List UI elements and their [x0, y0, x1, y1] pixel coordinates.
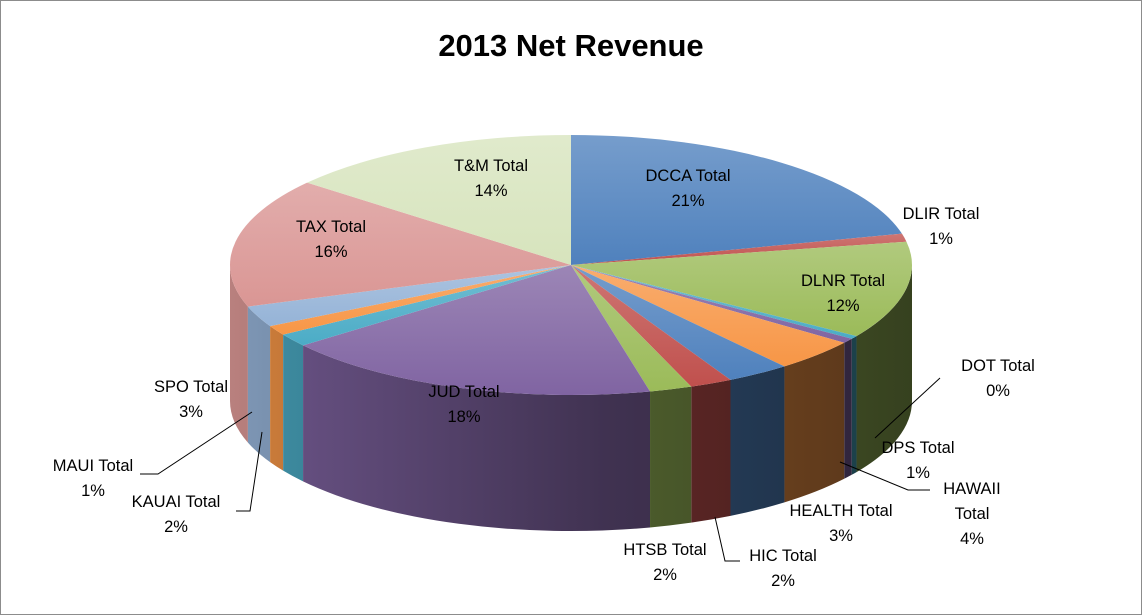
- slice-side-htsb: [650, 386, 692, 528]
- pie-tops: [230, 135, 912, 396]
- slice-label-dot: DOT Total 0%: [961, 357, 1035, 400]
- slice-side-jud: [303, 345, 651, 531]
- slice-htsb: [571, 265, 692, 392]
- slice-jud: [303, 265, 651, 396]
- slice-label-dlir: DLIR Total 1%: [903, 205, 980, 248]
- slice-label-hic: HIC Total 2%: [749, 547, 817, 590]
- slice-label-hawaii: HAWAII Total 4%: [943, 480, 1000, 548]
- slice-label-kauai: KAUAI Total 2%: [132, 493, 221, 536]
- slice-side-hawaii: [784, 342, 845, 503]
- slice-kauai: [283, 265, 571, 346]
- slice-label-dcca: DCCA Total 21%: [646, 167, 731, 210]
- slice-tm: [307, 135, 571, 265]
- slice-side-spo: [247, 306, 271, 463]
- slice-label-tax: TAX Total 16%: [296, 218, 366, 261]
- slice-labels: DCCA Total 21% DLIR Total 1% DLNR Total 12% DO…: [53, 157, 1035, 590]
- slice-label-htsb: HTSB Total 2%: [623, 541, 706, 584]
- slice-dps: [571, 265, 852, 343]
- slice-maui: [270, 265, 571, 335]
- slice-side-hic: [691, 379, 731, 523]
- slice-side-health: [730, 366, 785, 516]
- slice-side-dot: [851, 336, 857, 475]
- leader-line-maui: [140, 411, 253, 475]
- leader-line-dot: [874, 377, 941, 439]
- slice-dot: [571, 265, 857, 339]
- slice-hic: [571, 265, 731, 387]
- slice-label-maui: MAUI Total 1%: [53, 457, 133, 500]
- slice-side-kauai: [283, 334, 304, 482]
- slice-label-spo: SPO Total 3%: [154, 378, 228, 421]
- slice-side-dlnr: [856, 265, 912, 473]
- slice-side-tax: [230, 265, 248, 443]
- slice-tax: [230, 182, 571, 307]
- slice-side-maui: [270, 326, 284, 471]
- slice-label-dlnr: DLNR Total 12%: [801, 272, 885, 315]
- slice-label-jud: JUD Total 18%: [428, 383, 499, 426]
- slice-label-health: HEALTH Total 3%: [789, 502, 892, 545]
- slice-spo: [247, 265, 571, 327]
- leader-lines: [140, 377, 941, 562]
- slice-side-dps: [844, 338, 852, 479]
- leader-line-kauai: [236, 431, 263, 512]
- leader-line-hic: [714, 516, 740, 562]
- slice-health: [571, 265, 785, 380]
- chart-title: 2013 Net Revenue: [438, 28, 704, 63]
- slice-label-dps: DPS Total 1%: [881, 439, 954, 482]
- pie-sides: [230, 265, 912, 531]
- slice-dlir: [571, 233, 907, 265]
- slice-label-tm: T&M Total 14%: [454, 157, 528, 200]
- slice-hawaii: [571, 265, 845, 367]
- slice-dlnr: [571, 241, 912, 337]
- slice-dcca: [571, 135, 902, 265]
- leader-line-hawaii: [839, 461, 930, 491]
